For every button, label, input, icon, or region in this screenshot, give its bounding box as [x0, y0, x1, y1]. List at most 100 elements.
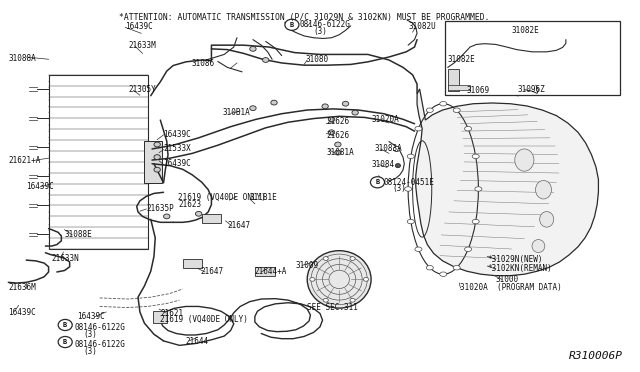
Ellipse shape: [440, 102, 447, 106]
Text: 21619 (VQ40DE ONLY): 21619 (VQ40DE ONLY): [161, 315, 248, 324]
Ellipse shape: [322, 104, 328, 109]
Ellipse shape: [285, 19, 299, 31]
Ellipse shape: [271, 100, 277, 105]
Ellipse shape: [394, 146, 400, 151]
Text: 21647: 21647: [227, 221, 250, 230]
Text: 31020A: 31020A: [371, 115, 399, 124]
Text: 21636M: 21636M: [8, 283, 36, 292]
Text: R310006P: R310006P: [570, 351, 623, 361]
Ellipse shape: [407, 154, 414, 158]
Ellipse shape: [426, 108, 433, 112]
Ellipse shape: [440, 272, 447, 276]
Ellipse shape: [453, 266, 460, 270]
Ellipse shape: [453, 108, 460, 112]
Text: B: B: [63, 322, 67, 328]
Ellipse shape: [465, 247, 472, 251]
Text: 31082E: 31082E: [511, 26, 540, 35]
Text: 31083A: 31083A: [374, 144, 402, 153]
Text: 16439C: 16439C: [8, 308, 36, 317]
Text: 31084: 31084: [371, 160, 394, 169]
Ellipse shape: [323, 257, 328, 260]
Ellipse shape: [58, 336, 72, 347]
Ellipse shape: [335, 150, 341, 155]
Text: (3): (3): [84, 347, 97, 356]
Text: 16439C: 16439C: [77, 312, 105, 321]
Ellipse shape: [350, 298, 355, 302]
Ellipse shape: [342, 101, 349, 106]
Ellipse shape: [195, 211, 202, 216]
Text: 31009: 31009: [296, 261, 319, 270]
Text: B: B: [290, 22, 294, 28]
Ellipse shape: [328, 130, 335, 135]
Text: 16439C: 16439C: [164, 129, 191, 139]
Ellipse shape: [472, 154, 479, 158]
Ellipse shape: [475, 187, 482, 191]
Ellipse shape: [426, 266, 433, 270]
Ellipse shape: [154, 155, 161, 160]
Ellipse shape: [352, 110, 358, 115]
Bar: [145, 141, 163, 183]
Text: 21644: 21644: [186, 337, 209, 346]
Ellipse shape: [154, 142, 161, 147]
Text: 310B1A: 310B1A: [223, 108, 251, 117]
Ellipse shape: [364, 278, 369, 281]
Text: *31029N(NEW): *31029N(NEW): [487, 254, 543, 263]
Bar: [448, 68, 460, 92]
Ellipse shape: [396, 164, 401, 168]
Ellipse shape: [164, 214, 170, 219]
Text: *ATTENTION: AUTOMATIC TRANSMISSION (P/C 31029N & 3102KN) MUST BE PROGRAMMED.: *ATTENTION: AUTOMATIC TRANSMISSION (P/C …: [119, 13, 490, 22]
Text: 08146-6122G: 08146-6122G: [74, 340, 125, 349]
Bar: [202, 214, 221, 223]
Text: 21633M: 21633M: [129, 41, 156, 50]
Text: 08124-0451E: 08124-0451E: [384, 178, 435, 187]
Text: 31096Z: 31096Z: [518, 85, 546, 94]
Ellipse shape: [323, 298, 328, 302]
Text: 16439C: 16439C: [125, 22, 153, 31]
Text: 21626: 21626: [326, 117, 349, 126]
Ellipse shape: [262, 58, 269, 62]
Text: 21621: 21621: [161, 309, 184, 318]
Text: 311B1E: 311B1E: [250, 193, 278, 202]
Text: 21305Y: 21305Y: [129, 85, 156, 94]
Text: 31088A: 31088A: [8, 54, 36, 62]
Ellipse shape: [540, 212, 554, 227]
Text: 31081A: 31081A: [326, 148, 354, 157]
Text: B: B: [63, 339, 67, 345]
Text: 16439C: 16439C: [164, 159, 191, 168]
Ellipse shape: [350, 257, 355, 260]
Ellipse shape: [250, 106, 256, 110]
Bar: [182, 259, 202, 268]
Ellipse shape: [154, 167, 161, 172]
Ellipse shape: [250, 46, 256, 51]
Bar: [49, 75, 148, 249]
Text: 21626: 21626: [326, 131, 349, 140]
Ellipse shape: [328, 117, 335, 122]
Text: (3): (3): [84, 330, 97, 339]
Ellipse shape: [532, 240, 545, 253]
Ellipse shape: [310, 278, 315, 281]
Text: 21647: 21647: [200, 267, 223, 276]
Ellipse shape: [307, 251, 371, 308]
Ellipse shape: [58, 320, 72, 331]
Text: 31088E: 31088E: [65, 230, 92, 239]
Ellipse shape: [536, 180, 552, 199]
Text: 21621+A: 21621+A: [8, 155, 41, 164]
Text: 31082U: 31082U: [408, 22, 436, 31]
Bar: [255, 267, 275, 276]
Text: 31000: 31000: [495, 275, 519, 284]
Text: 31080: 31080: [306, 55, 329, 64]
Text: B: B: [375, 179, 380, 185]
Text: 21533X: 21533X: [164, 144, 191, 153]
Text: 08146-6122G: 08146-6122G: [74, 323, 125, 332]
Text: (3): (3): [393, 185, 406, 193]
Text: 21633N: 21633N: [52, 254, 79, 263]
Text: *3102KN(REMAN): *3102KN(REMAN): [487, 264, 552, 273]
Ellipse shape: [415, 126, 422, 131]
Ellipse shape: [515, 149, 534, 171]
Ellipse shape: [371, 177, 385, 188]
Text: 21619 (VQ40DE ONLY): 21619 (VQ40DE ONLY): [178, 193, 266, 202]
Text: 21644+A: 21644+A: [255, 267, 287, 276]
Text: 16439C: 16439C: [26, 182, 54, 190]
Ellipse shape: [465, 126, 472, 131]
Polygon shape: [416, 89, 598, 276]
